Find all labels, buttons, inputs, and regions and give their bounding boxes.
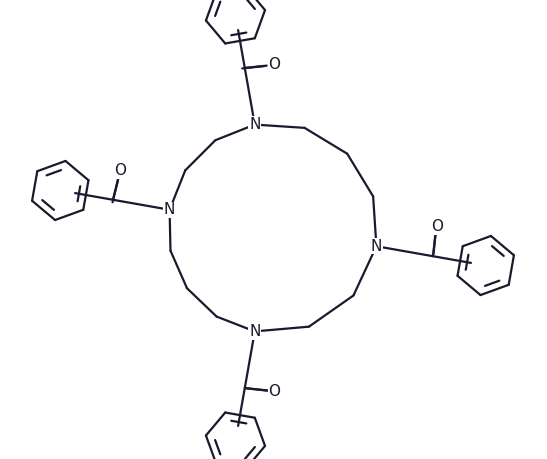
Text: N: N bbox=[249, 324, 260, 339]
Text: O: O bbox=[114, 163, 126, 178]
Text: O: O bbox=[269, 57, 281, 72]
Text: N: N bbox=[249, 117, 260, 132]
Text: O: O bbox=[431, 219, 443, 234]
Text: O: O bbox=[269, 384, 281, 399]
Text: N: N bbox=[164, 202, 175, 217]
Text: N: N bbox=[371, 239, 382, 254]
